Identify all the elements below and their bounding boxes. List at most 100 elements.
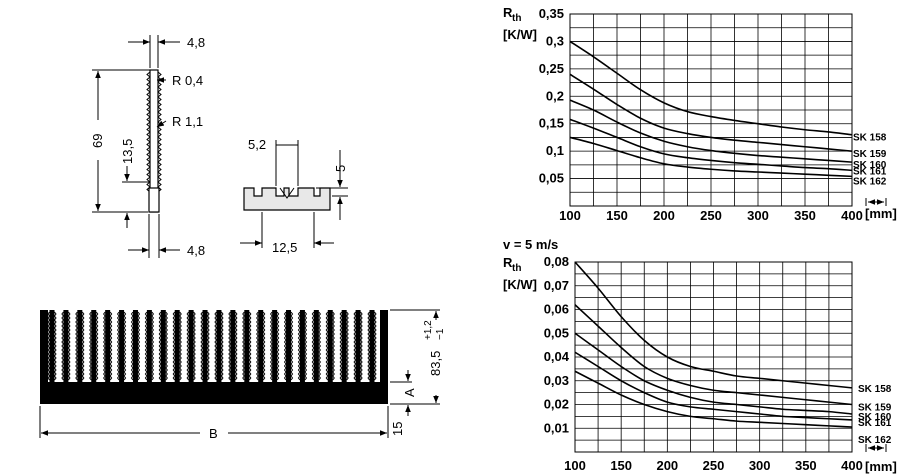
heatsink-fin xyxy=(313,310,319,384)
series-label: SK 160 xyxy=(858,412,892,423)
x-tick-label: 400 xyxy=(841,458,863,473)
heatsink-fin xyxy=(119,310,125,384)
series-label: SK 158 xyxy=(858,384,892,395)
series-label: SK 161 xyxy=(853,166,887,177)
heatsink-fin xyxy=(327,310,333,384)
x-tick-label: 100 xyxy=(564,458,586,473)
chart1-ylabel-sub: th xyxy=(512,13,521,24)
y-tick-label: 0,08 xyxy=(544,254,569,269)
fin-height-label: 69 xyxy=(90,134,105,148)
series-line-sk-159 xyxy=(574,304,853,406)
series-line-sk-161 xyxy=(574,351,853,421)
series-label: SK 161 xyxy=(858,418,892,429)
heatsink-fins xyxy=(47,310,377,384)
chart1-yunit: [K/W] xyxy=(503,27,537,42)
fin-bottom-width-label: 4,8 xyxy=(187,243,205,258)
y-tick-label: 0,02 xyxy=(544,397,569,412)
y-tick-label: 0,05 xyxy=(544,325,569,340)
heatsink-height-tol-minus: −1 xyxy=(435,328,446,340)
heatsink-fin xyxy=(216,310,222,384)
series-line-sk-160 xyxy=(569,99,853,163)
x-tick-label: 300 xyxy=(749,458,771,473)
x-tick-label: 350 xyxy=(795,458,817,473)
heatsink-fin xyxy=(132,310,138,384)
heatsink-fin xyxy=(63,310,69,384)
heatsink-height-label: 83,5 xyxy=(428,351,443,376)
fin-top-width-label: 4,8 xyxy=(187,35,205,50)
series-line-sk-161 xyxy=(569,118,853,172)
heatsink-fin xyxy=(160,310,166,384)
series-label: SK 162 xyxy=(853,176,887,187)
fin-segment-label: 13,5 xyxy=(120,139,135,164)
x-tick-label: 150 xyxy=(606,208,628,223)
y-tick-label: 0,01 xyxy=(544,420,569,435)
series-label: SK 159 xyxy=(858,403,892,414)
y-tick-label: 0,05 xyxy=(539,171,564,186)
fin-profile-drawing: 4,8 R 0,4 R 1,1 69 13,5 4,8 xyxy=(90,35,205,258)
heatsink-fin xyxy=(105,310,111,384)
y-tick-label: 0,07 xyxy=(544,278,569,293)
series-line-sk-158 xyxy=(569,40,853,136)
fin-radius-small-label: R 0,4 xyxy=(172,73,203,88)
fin-radius-large-label: R 1,1 xyxy=(172,114,203,129)
slot-profile xyxy=(243,187,331,211)
series-line-sk-159 xyxy=(569,73,853,152)
chart1-xunit: [mm] xyxy=(865,206,897,221)
series-line-sk-162 xyxy=(569,136,853,178)
heatsink-base xyxy=(40,382,388,404)
slot-pitch-label: 12,5 xyxy=(272,240,297,255)
x-tick-label: 250 xyxy=(700,208,722,223)
series-label: SK 160 xyxy=(853,160,887,171)
y-tick-label: 0,35 xyxy=(539,6,564,21)
y-tick-label: 0,3 xyxy=(546,33,564,48)
heatsink-fin xyxy=(230,310,236,384)
chart1-ylabel: R xyxy=(503,5,513,20)
y-tick-label: 0,15 xyxy=(539,116,564,131)
series-line-sk-162 xyxy=(574,370,853,428)
y-tick-label: 0,2 xyxy=(546,88,564,103)
heatsink-fin xyxy=(91,310,97,384)
x-tick-label: 250 xyxy=(703,458,725,473)
heatsink-base-label: 15 xyxy=(390,422,405,436)
x-tick-label: 100 xyxy=(559,208,581,223)
chart2-ylabel: R xyxy=(503,255,513,270)
heatsink-fin xyxy=(355,310,361,384)
rth-chart-forced: v = 5 m/s R th [K/W] [mm] 100 150 200 250 30… xyxy=(503,237,897,474)
x-tick-label: 350 xyxy=(794,208,816,223)
heatsink-fin xyxy=(244,310,250,384)
x-tick-label: 150 xyxy=(610,458,632,473)
heatsink-fin xyxy=(202,310,208,384)
heatsink-fin-root-label: A xyxy=(402,388,417,397)
chart2-xunit: [mm] xyxy=(865,459,897,474)
y-tick-label: 0,03 xyxy=(544,373,569,388)
heatsink-fin xyxy=(77,310,83,384)
length-arrow-icon xyxy=(865,198,887,206)
y-tick-label: 0,1 xyxy=(546,143,564,158)
slot-depth-label: 5 xyxy=(333,165,348,172)
series-line-sk-158 xyxy=(574,261,853,389)
slot-width-label: 5,2 xyxy=(248,137,266,152)
y-tick-label: 0,04 xyxy=(544,349,570,364)
chart2-yunit: [K/W] xyxy=(503,277,537,292)
series-label: SK 158 xyxy=(853,133,887,144)
heatsink-fin xyxy=(174,310,180,384)
x-tick-label: 300 xyxy=(747,208,769,223)
y-tick-label: 0,25 xyxy=(539,61,564,76)
x-tick-label: 200 xyxy=(656,458,678,473)
heatsink-fin xyxy=(341,310,347,384)
y-tick-label: 0,06 xyxy=(544,302,569,317)
heatsink-front-drawing: 83,5 +1,2 −1 A 15 B xyxy=(39,309,446,441)
length-arrow-icon xyxy=(865,444,887,452)
x-tick-label: 400 xyxy=(841,208,863,223)
heatsink-fin xyxy=(299,310,305,384)
heatsink-fin xyxy=(258,310,264,384)
chart2-ylabel-sub: th xyxy=(512,263,521,274)
heatsink-fin xyxy=(286,310,292,384)
slot-detail-drawing: 5,2 5 12,5 xyxy=(240,137,348,255)
heatsink-fin xyxy=(146,310,152,384)
series-label: SK 159 xyxy=(853,149,887,160)
heatsink-fin xyxy=(49,310,55,384)
heatsink-fin xyxy=(369,310,375,384)
chart2-title: v = 5 m/s xyxy=(503,237,558,252)
